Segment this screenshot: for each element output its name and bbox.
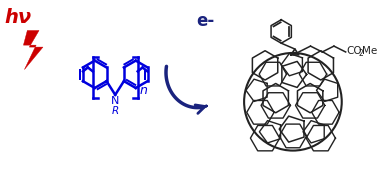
Text: e-: e-	[196, 13, 214, 31]
Polygon shape	[23, 31, 43, 70]
Text: n: n	[139, 84, 147, 97]
Text: 2: 2	[359, 49, 364, 58]
Text: CO: CO	[347, 46, 362, 56]
Text: hν: hν	[5, 8, 32, 27]
Text: N: N	[111, 96, 119, 106]
Text: R: R	[112, 106, 119, 116]
Text: Me: Me	[362, 46, 378, 56]
